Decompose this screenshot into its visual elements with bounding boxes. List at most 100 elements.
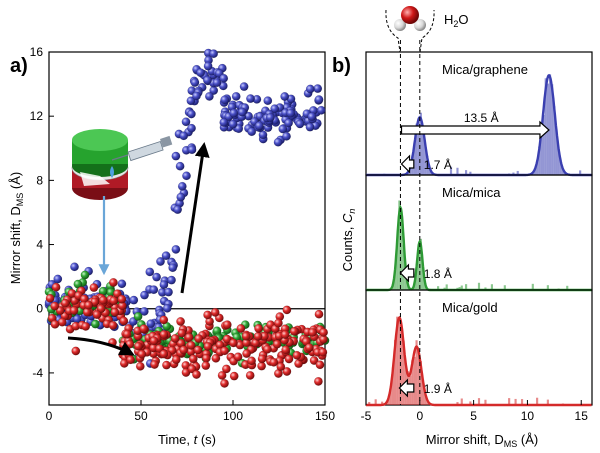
histogram-bar	[469, 171, 472, 175]
histogram-bar	[553, 106, 556, 175]
data-point-mica-gold	[201, 353, 211, 363]
panel-a-y-tick-label: -4	[32, 366, 43, 380]
data-point-mica-gold	[186, 340, 196, 350]
panel-b-x-tick-label: 15	[575, 409, 589, 423]
data-point-mica-gold	[149, 336, 159, 346]
data-point-mica-graphene	[159, 280, 169, 290]
data-point-mica-gold	[50, 319, 60, 329]
data-point-mica-gold	[125, 339, 135, 349]
data-point-mica-gold	[135, 361, 145, 371]
data-point-mica-graphene	[228, 119, 238, 129]
data-point-mica-gold	[241, 331, 251, 341]
data-point-mica-gold	[50, 301, 60, 311]
data-point-mica-graphene	[162, 303, 172, 313]
data-point-mica-graphene	[176, 192, 186, 202]
histogram-bar	[555, 129, 558, 175]
data-point-mica-gold	[273, 318, 283, 328]
histogram-bar	[449, 166, 453, 175]
histogram-bar	[508, 398, 511, 405]
data-point-mica-graphene	[263, 96, 273, 106]
data-point-mica-gold	[229, 371, 239, 381]
data-point-mica-gold	[292, 350, 302, 360]
data-point-mica-graphene	[231, 92, 241, 101]
data-point-mica-graphene	[280, 92, 290, 101]
data-point-mica-graphene	[278, 124, 288, 134]
data-point-mica-graphene	[282, 131, 291, 141]
data-point-mica-gold	[220, 346, 230, 356]
data-point-mica-graphene	[286, 108, 296, 118]
histogram-bar	[536, 162, 539, 175]
data-point-mica-graphene	[246, 94, 255, 104]
data-point-mica-gold	[170, 333, 180, 343]
data-point-mica-graphene	[273, 137, 283, 147]
data-point-mica-graphene	[139, 306, 149, 316]
panel-b-x-tick-label: -5	[361, 409, 372, 423]
data-point-mica-gold	[89, 283, 99, 292]
data-point-mica-gold	[245, 370, 255, 380]
data-point-mica-graphene	[177, 181, 187, 191]
subpanel-title-2: Mica/mica	[442, 185, 501, 200]
panel-b-x-tick-label: 5	[470, 409, 477, 423]
data-point-mica-graphene	[152, 272, 162, 282]
data-point-mica-gold	[220, 378, 229, 388]
data-point-mica-gold	[222, 320, 232, 330]
data-point-mica-gold	[217, 370, 227, 380]
data-point-mica-gold	[98, 295, 108, 305]
data-point-mica-gold	[319, 327, 328, 337]
histogram-bar	[561, 169, 565, 175]
panel-b-x-tick-label: 0	[416, 409, 423, 423]
data-point-mica-graphene	[145, 267, 155, 277]
data-point-mica-graphene	[192, 91, 201, 101]
data-point-mica-graphene	[129, 295, 139, 305]
data-point-mica-gold	[236, 324, 246, 333]
histogram-bar	[490, 284, 493, 290]
data-point-mica-gold	[269, 357, 279, 367]
data-point-mica-gold	[242, 349, 252, 358]
histogram-bar	[417, 118, 420, 175]
data-point-mica-gold	[171, 355, 181, 364]
histogram-bar	[456, 167, 459, 175]
data-point-mica-gold	[194, 334, 204, 343]
data-point-mica-gold	[119, 316, 129, 326]
shift-label-3: 1.9 Å	[424, 381, 452, 396]
panel-a-plot-frame	[48, 51, 326, 406]
data-point-mica-gold	[304, 343, 314, 352]
histogram-bar	[514, 398, 517, 405]
data-point-mica-gold	[137, 349, 147, 359]
data-point-mica-graphene	[175, 161, 185, 171]
data-point-mica-graphene	[117, 279, 127, 289]
histogram-bar	[368, 401, 371, 405]
data-point-mica-gold	[192, 370, 201, 379]
histogram-bar	[419, 112, 422, 175]
data-point-mica-gold	[139, 324, 149, 334]
histogram-bar	[484, 287, 487, 290]
histogram-bar	[465, 170, 468, 175]
data-point-mica-gold	[110, 307, 120, 317]
data-point-mica-gold	[228, 338, 238, 348]
data-point-mica-graphene	[156, 257, 165, 266]
data-point-mica-graphene	[209, 49, 219, 59]
data-point-mica-graphene	[237, 107, 247, 117]
shift-label-1: 1.7 Å	[424, 157, 452, 172]
data-point-mica-graphene	[247, 127, 257, 137]
data-point-mica-gold	[126, 355, 136, 365]
histogram-bar	[531, 283, 534, 290]
data-point-mica-graphene	[203, 61, 213, 71]
histogram-bar	[460, 285, 463, 290]
panel-a-y-tick-label: 0	[36, 302, 43, 316]
span-arrow	[400, 120, 550, 140]
data-point-mica-gold	[222, 334, 232, 344]
panel-a-x-tick-label: 0	[46, 409, 53, 423]
histogram-bar	[374, 399, 377, 405]
shift-arrow-1	[400, 154, 415, 174]
panel-b-x-tick-label: 10	[521, 409, 535, 423]
data-point-mica-gold	[314, 309, 324, 319]
data-point-mica-gold	[150, 360, 159, 369]
data-point-mica-graphene	[179, 131, 189, 141]
histogram-bar	[393, 270, 397, 290]
data-point-mica-graphene	[313, 84, 323, 94]
data-point-mica-gold	[203, 310, 213, 320]
data-point-mica-graphene	[202, 75, 212, 85]
data-point-mica-gold	[253, 331, 263, 341]
